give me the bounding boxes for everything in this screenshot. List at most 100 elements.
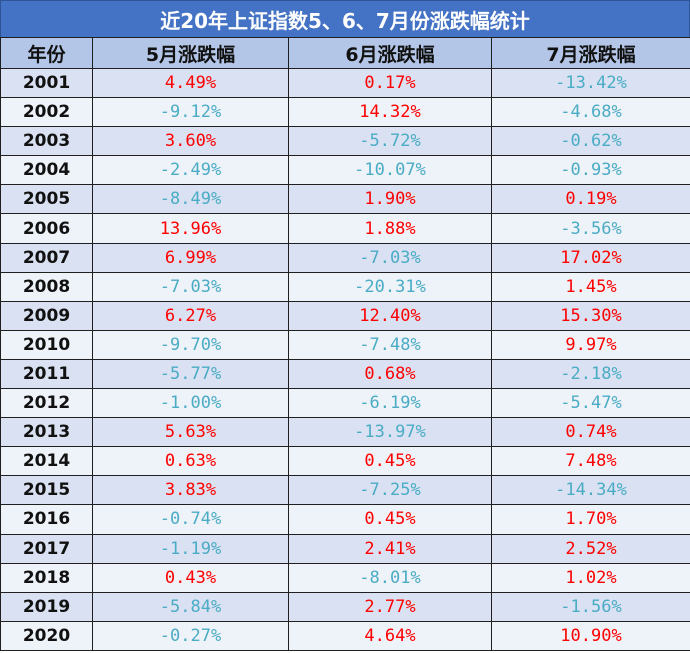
june-change-cell: 0.45% <box>288 504 492 535</box>
table-row: 2004 -2.49% -10.07% -0.93% <box>0 155 690 186</box>
table-row: 2003 3.60% -5.72% -0.62% <box>0 126 690 157</box>
table-header: 年份 5月涨跌幅 6月涨跌幅 7月涨跌幅 <box>0 37 690 69</box>
table-title: 近20年上证指数5、6、7月份涨跌幅统计 <box>0 0 690 38</box>
header-july: 7月涨跌幅 <box>491 37 690 69</box>
june-change-cell: 0.17% <box>288 67 492 99</box>
july-change-cell: -13.42% <box>491 67 690 99</box>
year-cell: 2010 <box>0 329 93 360</box>
may-change-cell: -5.77% <box>92 358 289 390</box>
may-change-cell: 6.99% <box>92 242 289 273</box>
table-row: 2016 -0.74% 0.45% 1.70% <box>0 504 690 535</box>
july-change-cell: 10.90% <box>491 620 690 651</box>
returns-table: 年份 5月涨跌幅 6月涨跌幅 7月涨跌幅 2001 4.49% 0.17% -13.4… <box>0 37 690 651</box>
june-change-cell: 14.32% <box>288 97 492 128</box>
table-row: 2009 6.27% 12.40% 15.30% <box>0 300 690 331</box>
table-row: 2010 -9.70% -7.48% 9.97% <box>0 329 690 360</box>
year-cell: 2018 <box>0 562 93 593</box>
year-cell: 2003 <box>0 126 93 157</box>
table-row: 2012 -1.00% -6.19% -5.47% <box>0 388 690 419</box>
june-change-cell: 1.88% <box>288 213 492 244</box>
year-cell: 2019 <box>0 591 93 622</box>
year-cell: 2001 <box>0 67 93 99</box>
may-change-cell: 3.83% <box>92 475 289 506</box>
may-change-cell: 6.27% <box>92 300 289 331</box>
table-row: 2011 -5.77% 0.68% -2.18% <box>0 358 690 390</box>
may-change-cell: 3.60% <box>92 126 289 157</box>
may-change-cell: -1.19% <box>92 533 289 564</box>
may-change-cell: -8.49% <box>92 184 289 215</box>
year-cell: 2004 <box>0 155 93 186</box>
year-cell: 2017 <box>0 533 93 564</box>
july-change-cell: -0.62% <box>491 126 690 157</box>
june-change-cell: 1.90% <box>288 184 492 215</box>
june-change-cell: 0.68% <box>288 358 492 390</box>
june-change-cell: -5.72% <box>288 126 492 157</box>
june-change-cell: 2.77% <box>288 591 492 622</box>
june-change-cell: -8.01% <box>288 562 492 593</box>
year-cell: 2008 <box>0 271 93 302</box>
year-cell: 2009 <box>0 300 93 331</box>
may-change-cell: -5.84% <box>92 591 289 622</box>
table-row: 2005 -8.49% 1.90% 0.19% <box>0 184 690 215</box>
july-change-cell: 9.97% <box>491 329 690 360</box>
year-cell: 2005 <box>0 184 93 215</box>
table-row: 2019 -5.84% 2.77% -1.56% <box>0 591 690 622</box>
july-change-cell: -3.56% <box>491 213 690 244</box>
table-row: 2002 -9.12% 14.32% -4.68% <box>0 97 690 128</box>
may-change-cell: 0.63% <box>92 446 289 477</box>
may-change-cell: -0.74% <box>92 504 289 535</box>
header-may: 5月涨跌幅 <box>92 37 289 69</box>
may-change-cell: -2.49% <box>92 155 289 186</box>
june-change-cell: 12.40% <box>288 300 492 331</box>
july-change-cell: -2.18% <box>491 358 690 390</box>
may-change-cell: 13.96% <box>92 213 289 244</box>
june-change-cell: -10.07% <box>288 155 492 186</box>
may-change-cell: 0.43% <box>92 562 289 593</box>
july-change-cell: 0.19% <box>491 184 690 215</box>
june-change-cell: -13.97% <box>288 417 492 448</box>
table-row: 2015 3.83% -7.25% -14.34% <box>0 475 690 506</box>
year-cell: 2011 <box>0 358 93 390</box>
july-change-cell: 1.70% <box>491 504 690 535</box>
table-row: 2007 6.99% -7.03% 17.02% <box>0 242 690 273</box>
july-change-cell: 7.48% <box>491 446 690 477</box>
may-change-cell: -9.12% <box>92 97 289 128</box>
header-year: 年份 <box>0 37 93 69</box>
may-change-cell: -7.03% <box>92 271 289 302</box>
table-row: 2014 0.63% 0.45% 7.48% <box>0 446 690 477</box>
june-change-cell: 0.45% <box>288 446 492 477</box>
may-change-cell: -9.70% <box>92 329 289 360</box>
header-june: 6月涨跌幅 <box>288 37 492 69</box>
july-change-cell: 1.45% <box>491 271 690 302</box>
table-row: 2020 -0.27% 4.64% 10.90% <box>0 620 690 651</box>
july-change-cell: -4.68% <box>491 97 690 128</box>
june-change-cell: -20.31% <box>288 271 492 302</box>
year-cell: 2006 <box>0 213 93 244</box>
july-change-cell: 17.02% <box>491 242 690 273</box>
june-change-cell: -7.03% <box>288 242 492 273</box>
table-body: 2001 4.49% 0.17% -13.42% 2002 -9.12% 14.32% -4.… <box>0 67 690 651</box>
may-change-cell: 4.49% <box>92 67 289 99</box>
may-change-cell: 5.63% <box>92 417 289 448</box>
year-cell: 2016 <box>0 504 93 535</box>
table-row: 2008 -7.03% -20.31% 1.45% <box>0 271 690 302</box>
table-row: 2018 0.43% -8.01% 1.02% <box>0 562 690 593</box>
july-change-cell: 15.30% <box>491 300 690 331</box>
june-change-cell: 4.64% <box>288 620 492 651</box>
year-cell: 2013 <box>0 417 93 448</box>
table-row: 2017 -1.19% 2.41% 2.52% <box>0 533 690 564</box>
table-row: 2013 5.63% -13.97% 0.74% <box>0 417 690 448</box>
july-change-cell: 0.74% <box>491 417 690 448</box>
year-cell: 2015 <box>0 475 93 506</box>
year-cell: 2014 <box>0 446 93 477</box>
june-change-cell: -7.25% <box>288 475 492 506</box>
table-row: 2001 4.49% 0.17% -13.42% <box>0 67 690 99</box>
may-change-cell: -1.00% <box>92 388 289 419</box>
year-cell: 2020 <box>0 620 93 651</box>
table-row: 2006 13.96% 1.88% -3.56% <box>0 213 690 244</box>
may-change-cell: -0.27% <box>92 620 289 651</box>
year-cell: 2012 <box>0 388 93 419</box>
july-change-cell: -14.34% <box>491 475 690 506</box>
june-change-cell: 2.41% <box>288 533 492 564</box>
